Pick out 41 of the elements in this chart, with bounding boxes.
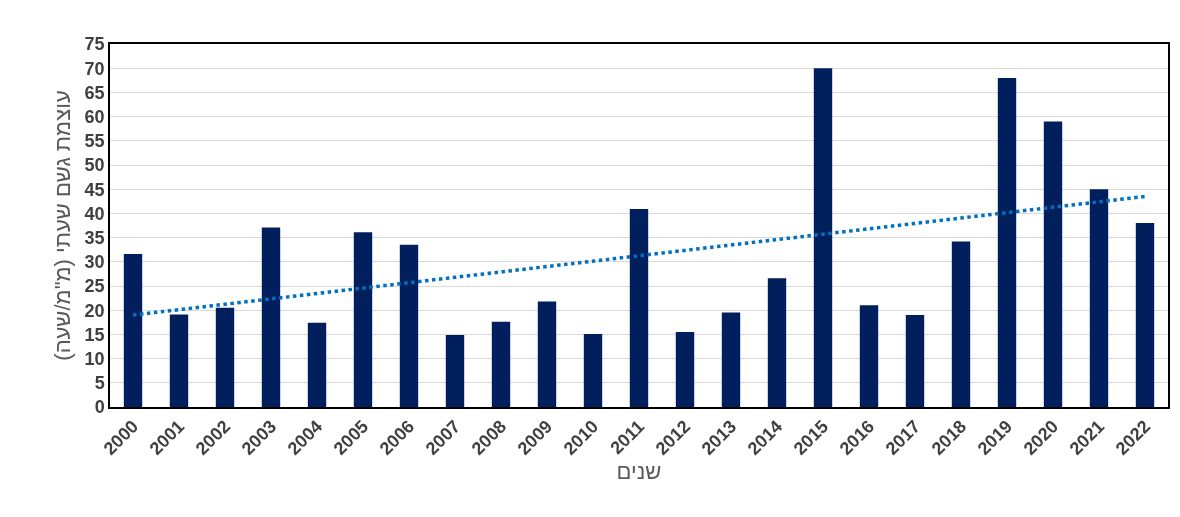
bar [123, 254, 143, 407]
y-tick-label: 55 [84, 131, 105, 152]
y-tick-label: 75 [84, 34, 105, 55]
bar [721, 312, 741, 407]
bar [215, 307, 235, 407]
y-tick-label: 15 [84, 324, 105, 345]
y-tick-label: 50 [84, 155, 105, 176]
bar [307, 322, 327, 407]
bar [1043, 121, 1063, 407]
x-axis-title: שנים [616, 459, 662, 485]
bar [169, 314, 189, 407]
bar [767, 278, 787, 407]
bar [813, 68, 833, 407]
y-tick-label: 0 [94, 397, 105, 418]
y-tick-label: 45 [84, 179, 105, 200]
bar [1089, 189, 1109, 407]
bar [951, 241, 971, 407]
y-tick-label: 5 [94, 373, 105, 394]
y-tick-label: 65 [84, 82, 105, 103]
y-tick-label: 30 [84, 252, 105, 273]
bar [1135, 223, 1155, 407]
y-tick-label: 70 [84, 58, 105, 79]
bar [353, 232, 373, 407]
bar [491, 321, 511, 407]
bar [905, 315, 925, 407]
y-tick-label: 10 [84, 348, 105, 369]
bar [629, 209, 649, 407]
y-tick-label: 60 [84, 106, 105, 127]
bar [537, 301, 557, 407]
y-tick-label: 35 [84, 227, 105, 248]
bar [399, 244, 419, 407]
bar [261, 227, 281, 407]
bar [675, 331, 695, 407]
bar [859, 305, 879, 407]
y-tick-label: 40 [84, 203, 105, 224]
y-axis-title: עוצמת גשם שעתי (מ"מ/שעה) [49, 90, 75, 361]
y-tick-label: 25 [84, 276, 105, 297]
bar [583, 333, 603, 407]
bar [997, 77, 1017, 407]
y-tick-label: 20 [84, 300, 105, 321]
bar [445, 334, 465, 407]
